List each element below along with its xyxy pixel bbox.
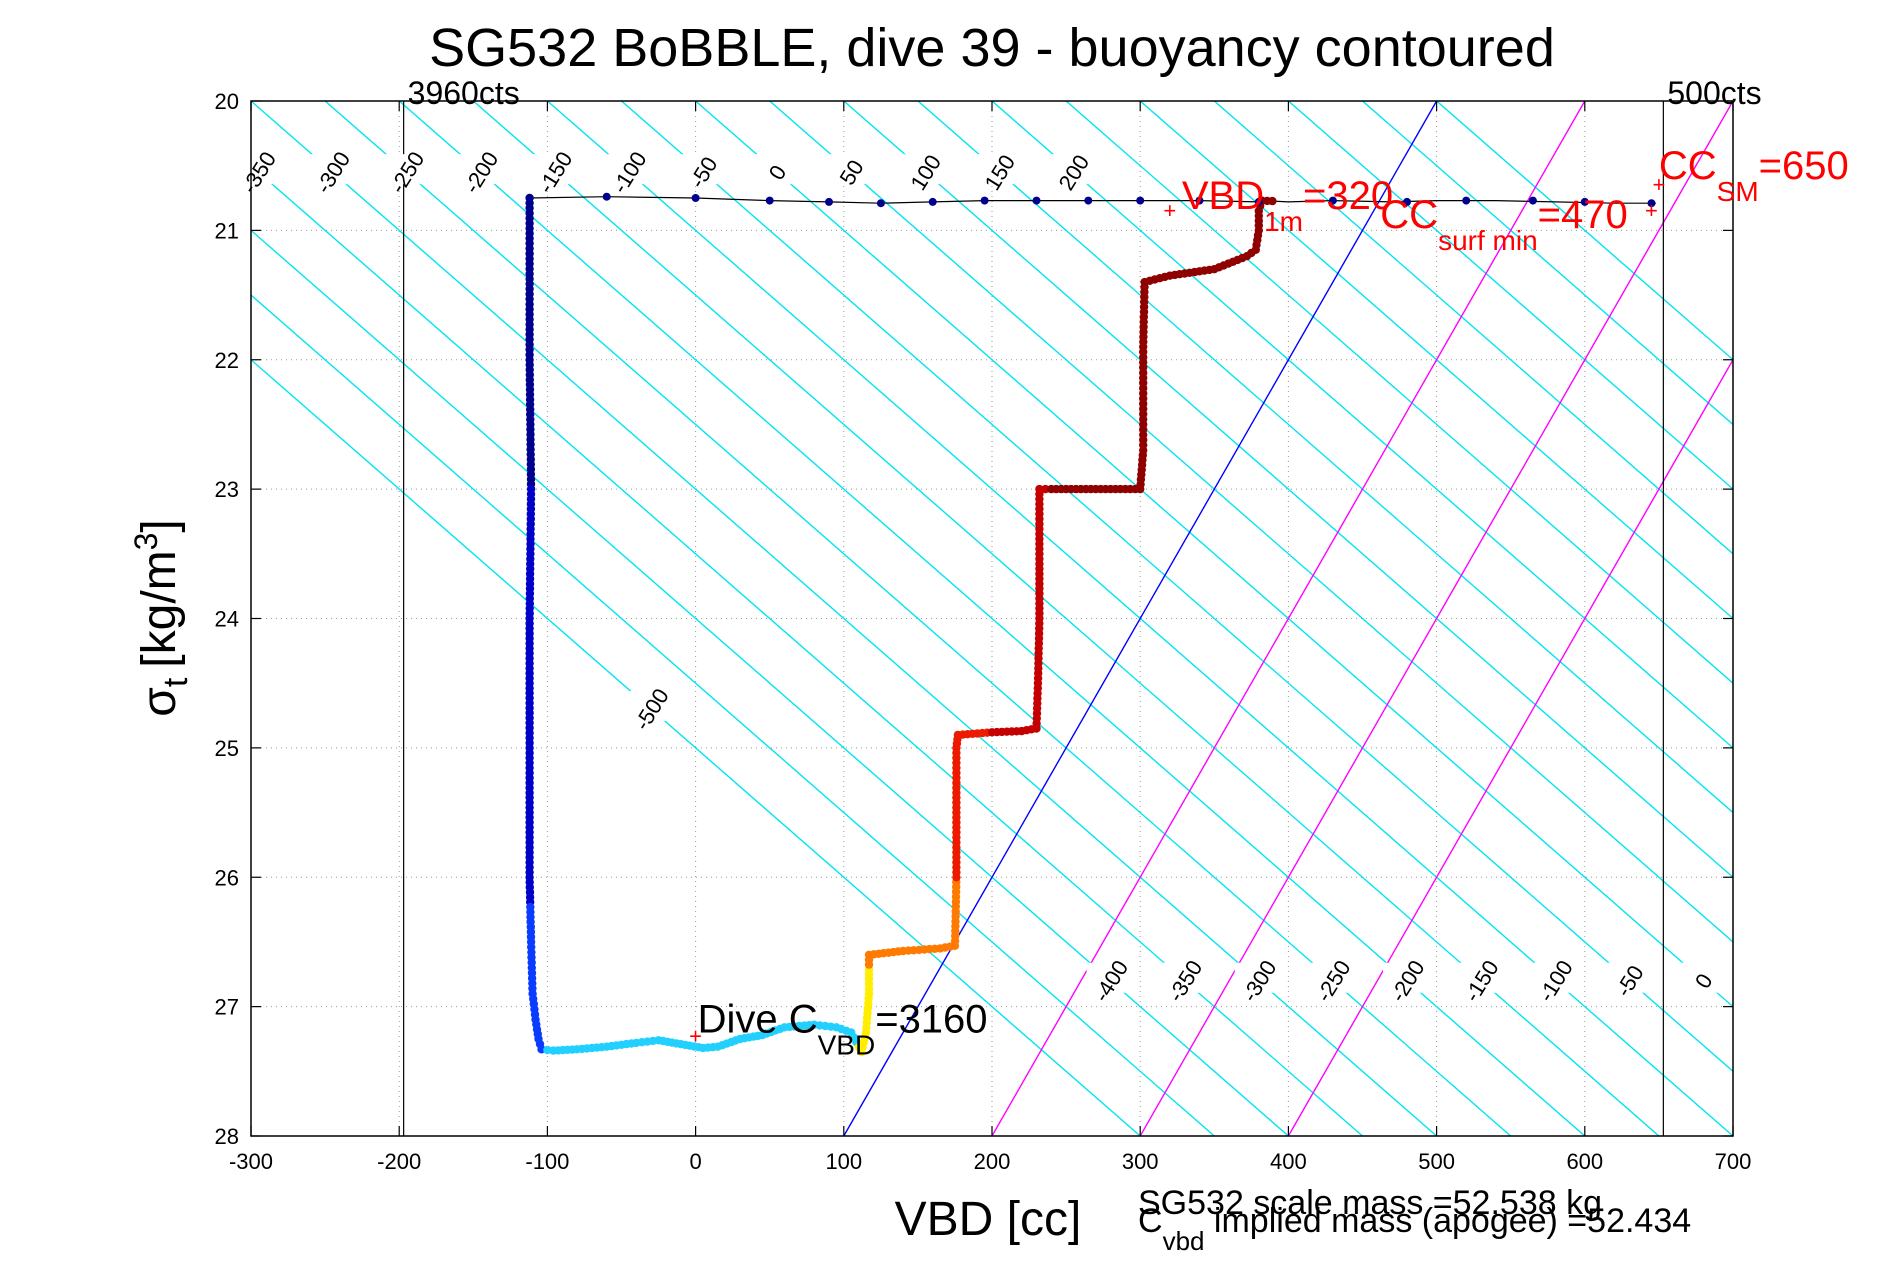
- marker-annotation: CCSM=650: [1659, 144, 1849, 207]
- x-tick-label: -100: [525, 1149, 569, 1174]
- x-tick-label: 200: [974, 1149, 1011, 1174]
- x-tick-label: 300: [1122, 1149, 1159, 1174]
- dive-points: [525, 193, 1655, 1056]
- marker-annotation: CCsurf min=470: [1380, 193, 1627, 256]
- climb-point: [1136, 197, 1144, 205]
- y-tick-label: 21: [215, 218, 239, 243]
- marker-annotation-label: VBD: [1182, 174, 1264, 218]
- x-tick-label: 100: [825, 1149, 862, 1174]
- svg-text:σt[kg/m3]: σt [kg/m3]: [128, 519, 195, 717]
- footer-implied-mass-label: C: [1138, 1202, 1163, 1240]
- x-tick-label: 400: [1270, 1149, 1307, 1174]
- footer-implied-mass-sub: vbd: [1163, 1226, 1205, 1256]
- marker-annotation: Dive CVBD=3160: [698, 997, 988, 1060]
- chart-title: SG532 BoBBLE, dive 39 - buoyancy contour…: [429, 18, 1555, 78]
- climb-point: [825, 198, 833, 206]
- climb-point: [603, 193, 611, 201]
- marker-annotation-sub: VBD: [818, 1029, 876, 1060]
- count-marker-label: 500cts: [1667, 75, 1761, 111]
- climb-point: [929, 198, 937, 206]
- marker-annotation-sub: 1m: [1264, 206, 1303, 237]
- marker-cross: +: [1163, 198, 1176, 223]
- marker-annotation-label: CC: [1380, 193, 1438, 237]
- x-tick-label: -300: [229, 1149, 273, 1174]
- climb-point: [766, 197, 774, 205]
- y-axis-label-sup: 3: [128, 533, 164, 551]
- surface-path-line: [530, 197, 1259, 204]
- marker-annotation-value: =470: [1538, 193, 1628, 237]
- y-axis-label-unit: [kg/m: [133, 550, 186, 667]
- y-tick-label: 23: [215, 477, 239, 502]
- y-axis-label: σt [kg/m3]: [128, 519, 195, 717]
- x-tick-label: 600: [1566, 1149, 1603, 1174]
- marker-annotation-sub: surf min: [1438, 225, 1538, 256]
- x-tick-label: 700: [1715, 1149, 1752, 1174]
- climb-point: [526, 194, 534, 202]
- dive-path: [530, 197, 1656, 1052]
- climb-point: [877, 199, 885, 207]
- marker-annotation: VBD1m=320: [1182, 174, 1393, 237]
- y-axis-label-close: ]: [133, 519, 186, 532]
- dive-point: [1268, 197, 1276, 205]
- buoyancy-contour-line: [1288, 101, 1891, 1136]
- marker-annotation-value: =3160: [875, 997, 987, 1041]
- footer-implied-mass-value: implied mass (apogee) =52.434: [1204, 1202, 1691, 1240]
- climb-point: [1084, 197, 1092, 205]
- y-tick-label: 25: [215, 736, 239, 761]
- climb-point: [692, 194, 700, 202]
- y-tick-label: 24: [215, 607, 239, 632]
- y-axis-label-main: σ: [133, 687, 186, 717]
- y-tick-label: 22: [215, 348, 239, 373]
- marker-annotation-value: =650: [1759, 144, 1849, 188]
- dive-path-line: [530, 198, 1656, 1052]
- count-marker-label: 3960cts: [408, 75, 520, 111]
- x-axis-label: VBD [cc]: [895, 1193, 1082, 1246]
- marker-cross: +: [1645, 198, 1658, 223]
- surface-point: [1462, 197, 1470, 205]
- y-tick-label: 26: [215, 865, 239, 890]
- buoyancy-contour-line: [844, 101, 1891, 1136]
- y-axis-label-sub: t: [157, 677, 195, 687]
- marker-annotation-label: CC: [1659, 144, 1717, 188]
- x-tick-label: -200: [377, 1149, 421, 1174]
- marker-annotation-sub: SM: [1717, 176, 1759, 207]
- surface-point: [1529, 197, 1537, 205]
- x-tick-label: 0: [689, 1149, 701, 1174]
- footer-implied-mass: Cvbd implied mass (apogee) =52.434: [1138, 1202, 1691, 1256]
- y-tick-label: 27: [215, 995, 239, 1020]
- y-tick-label: 28: [215, 1124, 239, 1149]
- marker-annotation-label: Dive C: [698, 997, 818, 1041]
- y-tick-label: 20: [215, 89, 239, 114]
- climb-point: [1033, 197, 1041, 205]
- x-tick-label: 500: [1418, 1149, 1455, 1174]
- climb-point: [981, 197, 989, 205]
